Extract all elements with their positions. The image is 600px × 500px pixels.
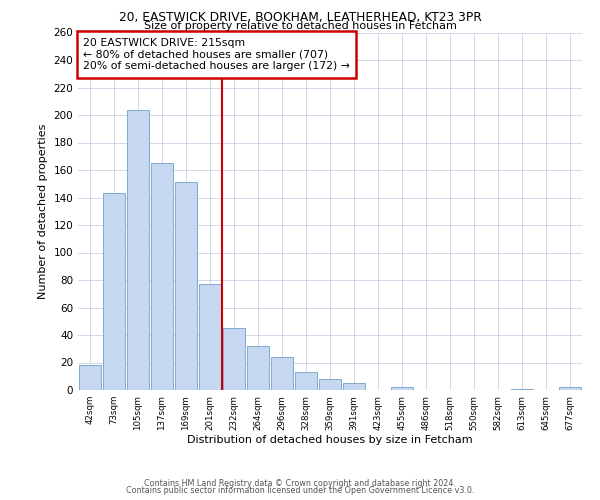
Bar bbox=[511, 388, 533, 390]
Text: Contains public sector information licensed under the Open Government Licence v3: Contains public sector information licen… bbox=[126, 486, 474, 495]
Bar bbox=[175, 182, 197, 390]
Bar bbox=[559, 387, 581, 390]
Bar bbox=[79, 365, 101, 390]
Text: 20, EASTWICK DRIVE, BOOKHAM, LEATHERHEAD, KT23 3PR: 20, EASTWICK DRIVE, BOOKHAM, LEATHERHEAD… bbox=[119, 11, 481, 24]
Bar bbox=[103, 194, 125, 390]
Bar bbox=[343, 383, 365, 390]
Bar bbox=[127, 110, 149, 390]
Text: Contains HM Land Registry data © Crown copyright and database right 2024.: Contains HM Land Registry data © Crown c… bbox=[144, 479, 456, 488]
Bar bbox=[199, 284, 221, 390]
Bar bbox=[319, 379, 341, 390]
Bar bbox=[391, 387, 413, 390]
Text: Size of property relative to detached houses in Fetcham: Size of property relative to detached ho… bbox=[143, 21, 457, 31]
Bar bbox=[271, 357, 293, 390]
Y-axis label: Number of detached properties: Number of detached properties bbox=[38, 124, 48, 299]
Bar bbox=[223, 328, 245, 390]
Bar bbox=[247, 346, 269, 390]
Bar bbox=[295, 372, 317, 390]
X-axis label: Distribution of detached houses by size in Fetcham: Distribution of detached houses by size … bbox=[187, 436, 473, 446]
Text: 20 EASTWICK DRIVE: 215sqm
← 80% of detached houses are smaller (707)
20% of semi: 20 EASTWICK DRIVE: 215sqm ← 80% of detac… bbox=[83, 38, 350, 71]
Bar bbox=[151, 163, 173, 390]
